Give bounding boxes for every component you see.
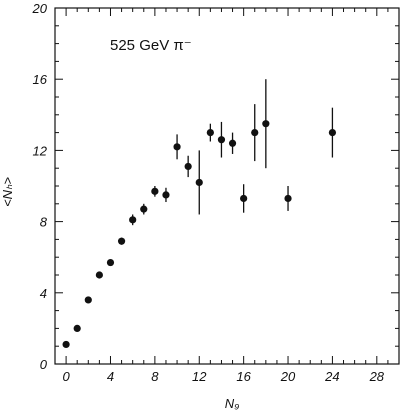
data-point (140, 205, 148, 213)
x-tick-label: 20 (280, 369, 296, 384)
y-tick-label: 8 (40, 215, 48, 230)
data-point (228, 139, 237, 147)
tick-labels: 0 4 8 12 16 20 24 28 0 4 8 12 16 20 (32, 1, 385, 384)
x-tick-label: 12 (192, 369, 207, 384)
x-tick-label: 28 (369, 369, 385, 384)
y-tick-label: 20 (32, 1, 48, 16)
chart-annotation: 525 GeV π⁻ (110, 37, 192, 54)
data-point (251, 129, 259, 137)
data-point (240, 194, 248, 203)
x-tick-label: 4 (107, 369, 114, 384)
plot-frame (54, 7, 400, 365)
data-point (73, 324, 81, 332)
tick-marks (54, 7, 400, 365)
x-tick-label: 24 (324, 369, 339, 384)
y-tick-label: 0 (40, 357, 48, 372)
data-point (84, 296, 92, 304)
data-point (206, 129, 214, 137)
data-point (106, 258, 115, 267)
data-point (162, 191, 170, 199)
data-point (117, 237, 126, 245)
y-axis-label: <Nₕ> (0, 177, 15, 207)
data-point (284, 194, 292, 203)
data-point (151, 187, 159, 195)
data-point (62, 340, 70, 349)
data-point (95, 271, 103, 279)
x-tick-label: 0 (62, 369, 70, 384)
x-tick-label: 16 (236, 369, 251, 384)
data-point (217, 136, 226, 144)
y-tick-label: 12 (33, 143, 48, 158)
y-tick-label: 4 (40, 286, 47, 301)
data-point (184, 162, 192, 171)
x-axis-label: N₉ (225, 396, 240, 411)
data-point (195, 178, 203, 187)
x-tick-label: 8 (151, 369, 159, 384)
data-point (262, 120, 270, 128)
y-tick-label: 16 (33, 72, 48, 87)
data-points (62, 79, 337, 349)
data-point (129, 216, 137, 224)
data-point (173, 143, 181, 151)
data-point (328, 129, 337, 137)
plot-border (54, 7, 400, 365)
